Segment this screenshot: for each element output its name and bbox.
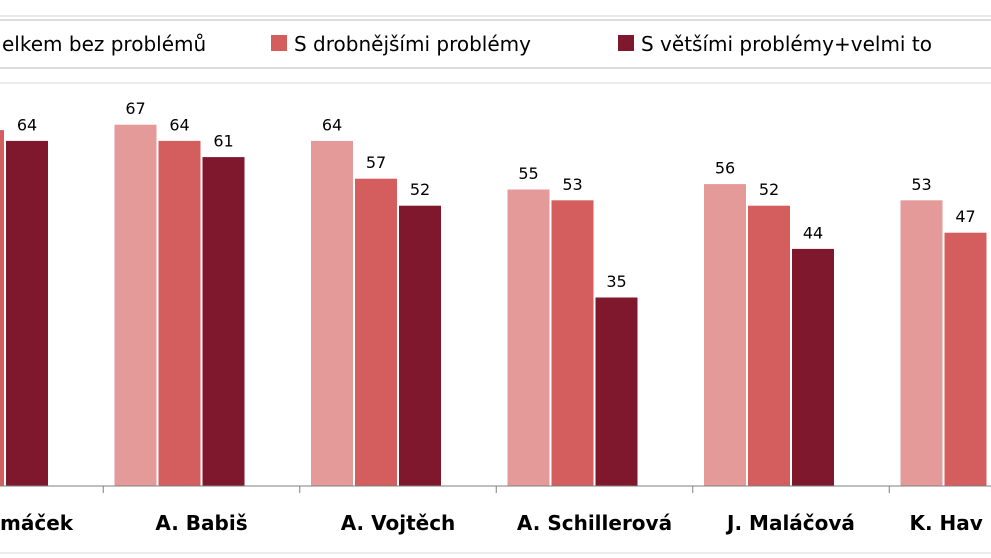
legend-label-series-3: S většími problémy+velmi to <box>641 32 932 56</box>
category-label-6: K. Hav <box>910 511 983 535</box>
legend-swatch-series-3 <box>618 35 634 51</box>
legend-label-series-2: S drobnějšími problémy <box>294 32 531 56</box>
bar-1-6 <box>899 199 944 487</box>
category-label-2: A. Babiš <box>155 511 247 535</box>
category-label-3: A. Vojtěch <box>341 511 456 535</box>
data-label-2-5: 52 <box>759 180 779 199</box>
bar-3-5 <box>791 247 835 487</box>
bar-2-4 <box>550 199 595 487</box>
category-label-4: A. Schillerová <box>517 511 672 535</box>
bar-1-4 <box>506 188 551 487</box>
data-label-1-6: 53 <box>911 175 931 194</box>
data-label-1-5: 56 <box>715 159 735 178</box>
data-label-3-3: 52 <box>410 180 430 199</box>
data-label-1-4: 55 <box>518 164 538 183</box>
data-label-3-5: 44 <box>803 223 823 242</box>
legend: elkem bez problémů S drobnějšími problém… <box>0 19 991 69</box>
bar-2-3 <box>354 177 398 487</box>
legend-box <box>0 19 991 69</box>
data-label-3-2: 61 <box>213 132 233 151</box>
category-label-1: máček <box>0 511 74 535</box>
data-label-3-4: 35 <box>606 272 626 291</box>
legend-label-series-1: elkem bez problémů <box>2 32 206 56</box>
x-axis-ticks <box>102 486 890 493</box>
data-label-2-3: 57 <box>366 153 386 172</box>
data-label-1-3: 64 <box>322 115 342 134</box>
bars-group <box>0 123 988 487</box>
bar-1-5 <box>703 183 747 487</box>
bar-3-3 <box>398 204 442 487</box>
bar-1-2 <box>113 123 158 487</box>
data-labels-group: 66646764616457525553355652445347 <box>17 99 976 291</box>
bar-3-1 <box>5 139 49 487</box>
data-label-1-2: 67 <box>125 99 145 118</box>
data-label-2-2: 64 <box>169 115 189 134</box>
bar-2-2 <box>157 139 202 487</box>
bar-3-4 <box>594 296 639 487</box>
data-label-3-1: 64 <box>17 115 37 134</box>
data-label-2-4: 53 <box>562 175 582 194</box>
data-label-2-6: 47 <box>955 207 975 226</box>
legend-swatch-series-2 <box>271 35 287 51</box>
bar-2-1 <box>0 129 5 487</box>
bar-2-6 <box>943 231 988 487</box>
bar-2-5 <box>747 204 791 487</box>
category-label-5: J. Maláčová <box>725 511 855 535</box>
bar-1-3 <box>310 139 354 487</box>
category-labels-group: máček A. Babiš A. Vojtěch A. Schillerová J. … <box>0 511 983 535</box>
bar-3-2 <box>201 156 246 487</box>
